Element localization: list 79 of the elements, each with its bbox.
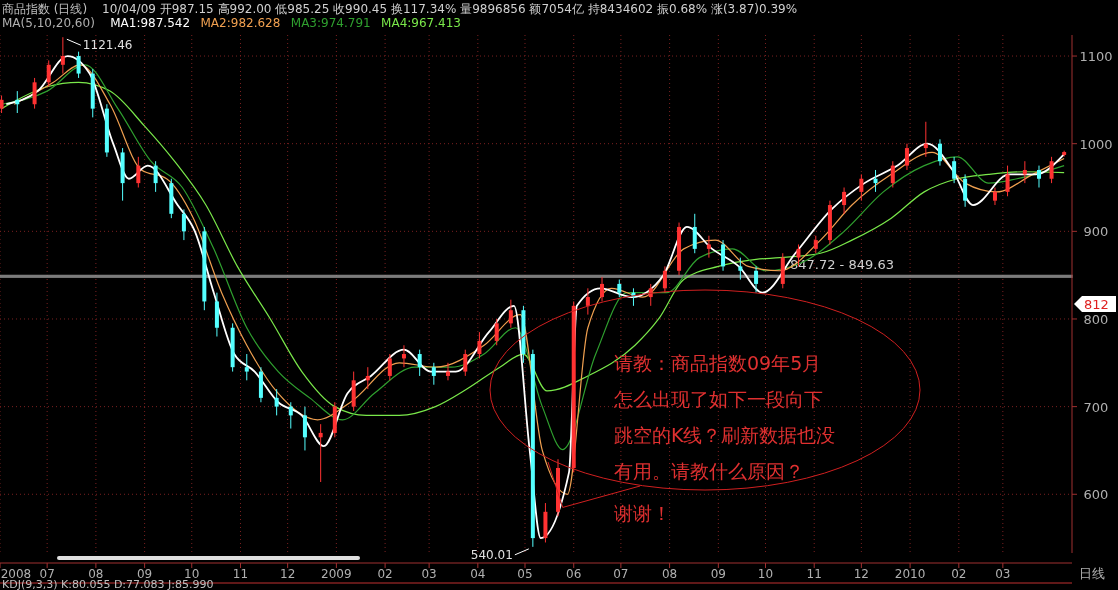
y-tick-label: 600: [1083, 487, 1109, 503]
candlestick: [60, 36, 65, 75]
candlestick: [721, 239, 726, 272]
candlestick: [692, 213, 697, 254]
x-tick-label: 11: [806, 567, 822, 581]
x-tick-label: 10: [184, 567, 200, 581]
x-tick-label: 10: [757, 567, 774, 581]
chart-subtitle: 10/04/09 开987.15 高992.00 低985.25 收990.45 换117.34% 量9896856 额7054亿 持8434602 振0.68% 涨(3.87)0.39%: [102, 2, 798, 16]
legend-title: MA(5,10,20,60): [2, 16, 95, 30]
candlestick: [738, 257, 743, 281]
candlestick: [494, 318, 499, 346]
x-tick-label: 02: [951, 567, 967, 581]
annotation: 1121.46: [82, 38, 133, 53]
text: MA2:982.628: [200, 16, 281, 30]
x-tick-label: 07: [613, 567, 629, 581]
candlestick: [508, 299, 513, 329]
y-tick-label: 700: [1083, 399, 1109, 415]
x-tick-label: 05: [517, 567, 533, 581]
candlestick: [1036, 165, 1041, 189]
x-tick-label: 03: [421, 567, 437, 581]
x-tick-label: 09: [710, 567, 726, 581]
text: 812: [1084, 297, 1109, 312]
candlestick: [274, 388, 279, 416]
x-tick-label: 07: [39, 567, 55, 581]
candlestick: [952, 156, 957, 184]
candlestick: [417, 349, 422, 377]
text: MA4:967.413: [381, 16, 461, 30]
candlestick: [431, 362, 436, 386]
candlestick: [662, 265, 667, 294]
x-tick-label: 08: [88, 567, 104, 581]
text: MA1:987.542: [110, 16, 191, 30]
y-tick-label: 800: [1083, 311, 1109, 327]
band-label: 847.72 - 849.63: [790, 257, 894, 273]
candlestick: [859, 173, 864, 202]
candlestick: [1062, 150, 1067, 158]
x-tick-label: 12: [853, 567, 870, 581]
x-tick-label: 12: [280, 567, 296, 581]
candlestick: [46, 59, 51, 88]
x-tick-label: 06: [566, 567, 582, 581]
candlestick: [937, 138, 942, 167]
candlestick: [1049, 156, 1054, 184]
x-tick-label: 02: [377, 567, 393, 581]
y-tick-label: 1000: [1079, 136, 1113, 152]
x-tick-label: 11: [232, 567, 249, 581]
text: MA3:974.791: [290, 16, 371, 30]
x-tick-label: 2008: [0, 567, 32, 581]
candlestick: [754, 265, 759, 294]
candlestick: [706, 235, 711, 259]
candlestick: [32, 77, 37, 110]
y-tick-label: 900: [1083, 224, 1109, 240]
candlestick: [244, 353, 249, 381]
candlestick: [585, 287, 590, 316]
candlestick: [842, 187, 847, 215]
chart-title: 商品指数 (日线): [2, 2, 88, 16]
x-tick-label: 09: [136, 567, 153, 581]
x-tick-label: 2009: [321, 567, 352, 581]
y-tick-label: 1100: [1079, 49, 1113, 65]
x-tick-label: 04: [470, 567, 486, 581]
x-tick-label: 03: [995, 567, 1011, 581]
candlestick: [387, 353, 392, 381]
text: KDJ(9,3,3) K:80.055 D:77.083 J:85.990: [2, 578, 214, 590]
candlestick: [904, 143, 909, 171]
candlestick: [477, 331, 482, 359]
candlestick: [153, 160, 158, 193]
candlestick: [302, 406, 307, 451]
annotation: 请教：商品指数09年5月怎么出现了如下一段向下跳空的K线？刷新数据也没有用。请教什么原因？谢谢！: [613, 352, 836, 524]
candlestick: [890, 160, 895, 189]
candlestick: [76, 51, 81, 79]
x-tick-label: 2010: [894, 567, 926, 581]
candlestick: [463, 349, 468, 377]
candlestick: [288, 401, 293, 430]
candlestick: [181, 208, 186, 241]
annotation: 540.01: [470, 547, 513, 562]
x-axis-title: 日线: [1079, 566, 1105, 581]
x-tick-label: 08: [661, 567, 678, 581]
candlestick: [963, 173, 968, 208]
candlestick: [136, 156, 141, 189]
candlestick: [1005, 165, 1010, 197]
candlestick: [600, 276, 605, 302]
